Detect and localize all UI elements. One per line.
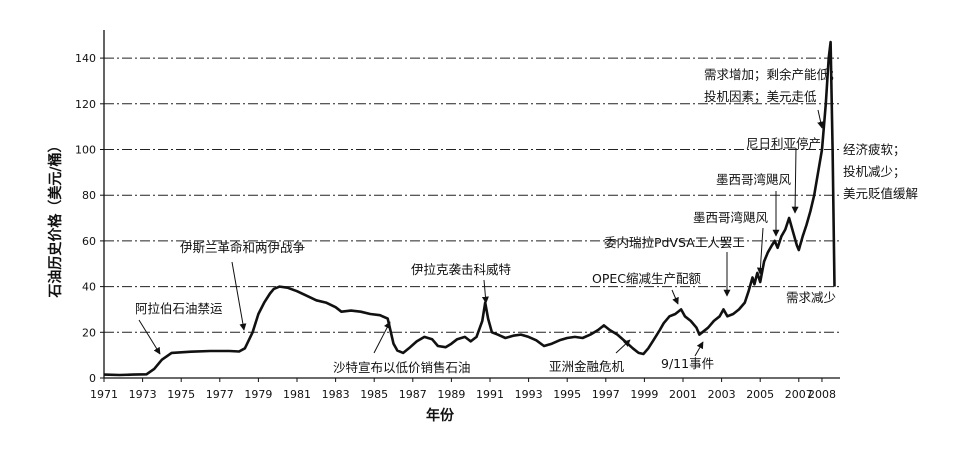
annotation-arrow xyxy=(481,279,489,304)
y-tick-label: 20 xyxy=(82,326,96,339)
y-tick-label: 100 xyxy=(75,144,96,157)
annotation-label: 墨西哥湾飓风 xyxy=(693,210,769,225)
annotation-label: 墨西哥湾飓风 xyxy=(716,172,792,187)
annotation-label: OPEC缩减生产配额 xyxy=(592,271,702,286)
x-tick-label: 2003 xyxy=(708,388,736,401)
x-tick-label: 1975 xyxy=(167,388,195,401)
x-tick-label: 1987 xyxy=(399,388,427,401)
annotation-arrows xyxy=(138,109,825,357)
x-tick-label: 2005 xyxy=(746,388,774,401)
x-tick-label: 1983 xyxy=(322,388,350,401)
x-tick-label: 1991 xyxy=(476,388,504,401)
x-tick-label: 1999 xyxy=(630,388,658,401)
annotation-arrow xyxy=(138,319,161,355)
x-tick-label: 1979 xyxy=(244,388,272,401)
x-tick-label: 1995 xyxy=(553,388,581,401)
annotation-label: 美元贬值缓解 xyxy=(843,186,918,201)
annotation-label: 尼日利亚停产 xyxy=(746,136,821,151)
x-tick-label: 1977 xyxy=(206,388,234,401)
x-tick-label: 1993 xyxy=(515,388,543,401)
x-axis-label: 年份 xyxy=(426,407,455,424)
annotation-label: 需求减少 xyxy=(786,290,836,305)
annotation-arrow xyxy=(671,289,679,305)
y-axis-label: 石油历史价格（美元/桶） xyxy=(47,138,64,298)
annotation-label: 9/11事件 xyxy=(661,356,714,371)
y-tick-label: 40 xyxy=(82,281,96,294)
annotation-arrow xyxy=(694,341,704,357)
axes xyxy=(103,30,840,379)
annotation-label: 需求增加；剩余产能低； xyxy=(704,67,842,82)
annotation-label: 亚洲金融危机 xyxy=(549,359,625,374)
annotation-arrow xyxy=(373,321,391,354)
x-tick-label: 1997 xyxy=(592,388,620,401)
annotation-label: 伊拉克袭击科威特 xyxy=(411,262,511,277)
annotation-label: 沙特宣布以低价销售石油 xyxy=(333,360,471,375)
annotation-arrow xyxy=(231,261,247,331)
annotation-arrow xyxy=(615,339,631,354)
y-tick-label: 120 xyxy=(75,98,96,111)
annotation-label: 阿拉伯石油禁运 xyxy=(135,301,223,316)
x-tick-label: 2008 xyxy=(808,388,836,401)
annotation-label: 经济疲软； xyxy=(843,142,906,157)
x-tick-labels: 1971 1973 1975 1977 1979 1981 1983 1985 1987 1989… xyxy=(90,378,836,401)
y-tick-labels: 0 20 40 60 80 100 120 140 xyxy=(75,52,104,385)
x-tick-label: 2001 xyxy=(669,388,697,401)
annotation-arrow xyxy=(756,227,764,275)
x-tick-label: 1989 xyxy=(437,388,465,401)
x-tick-label: 1985 xyxy=(360,388,388,401)
gridlines xyxy=(104,57,840,333)
annotation-label: 委内瑞拉PdVSA工人罢工 xyxy=(604,235,745,250)
price-series-line xyxy=(103,40,836,377)
y-tick-label: 140 xyxy=(75,52,96,65)
annotation-arrow xyxy=(817,109,825,129)
annotation-label: 伊斯兰革命和两伊战争 xyxy=(180,240,305,255)
annotation-label: 投机因素；美元走低 xyxy=(704,89,817,104)
annotation-label: 投机减少； xyxy=(843,164,906,179)
annotation-arrow xyxy=(791,147,799,214)
y-tick-label: 0 xyxy=(89,372,96,385)
x-tick-label: 1971 xyxy=(90,388,118,401)
x-tick-label: 1973 xyxy=(129,388,157,401)
y-tick-label: 60 xyxy=(82,235,96,248)
x-tick-label: 1981 xyxy=(283,388,311,401)
x-tick-label: 2007 xyxy=(785,388,813,401)
y-tick-label: 80 xyxy=(82,189,96,202)
